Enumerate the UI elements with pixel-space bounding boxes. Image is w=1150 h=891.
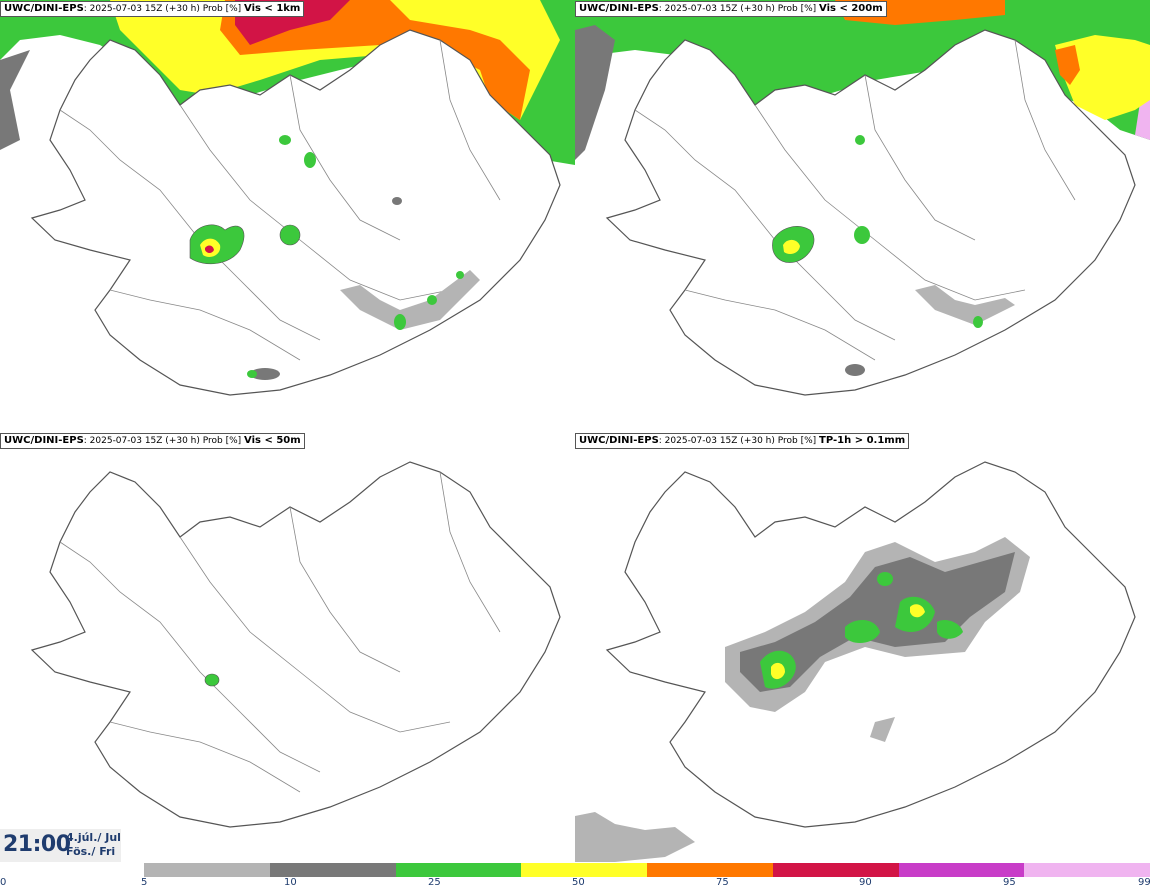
- map-panel-vis-200m: UWC/DINI-EPS: 2025-07-03 15Z (+30 h) Pro…: [575, 0, 1150, 432]
- colorbar-tick-label: 75: [716, 877, 729, 888]
- colorbar-tick-label: 5: [141, 877, 148, 888]
- colorbar-tick-label: 0: [0, 877, 7, 888]
- colorbar-segment: [395, 863, 522, 877]
- model-name: UWC/DINI-EPS: [4, 3, 84, 14]
- run-info: : 2025-07-03 15Z (+30 h) Prob [%]: [83, 436, 245, 446]
- valid-date-line2: Fös./ Fri: [66, 845, 116, 858]
- variable-name: Vis < 200m: [819, 3, 883, 14]
- model-name: UWC/DINI-EPS: [579, 3, 659, 14]
- colorbar-segment: [1024, 863, 1150, 877]
- variable-name: TP-1h > 0.1mm: [819, 435, 906, 446]
- colorbar-segment: [647, 863, 773, 877]
- map-tp-1h: [575, 461, 1136, 862]
- variable-name: Vis < 1km: [244, 3, 301, 14]
- colorbar-segment: [269, 863, 396, 877]
- map-panel-vis-1km: UWC/DINI-EPS: 2025-07-03 15Z (+30 h) Pro…: [0, 0, 575, 432]
- colorbar-segment: [144, 863, 270, 877]
- panel-title: UWC/DINI-EPS: 2025-07-03 15Z (+30 h) Pro…: [0, 1, 305, 17]
- colorbar-segment: [772, 863, 899, 877]
- valid-time: 21:00: [3, 832, 71, 857]
- valid-date: 4.júl./ Jul Fös./ Fri: [66, 831, 121, 859]
- colorbar-tick-label: 95: [1003, 877, 1016, 888]
- panel-title: UWC/DINI-EPS: 2025-07-03 15Z (+30 h) Pro…: [575, 433, 910, 449]
- model-name: UWC/DINI-EPS: [4, 435, 84, 446]
- colorbar-tick-label: 99: [1138, 877, 1150, 888]
- map-vis-50m: [30, 461, 561, 828]
- map-vis-1km: [0, 0, 575, 396]
- probability-colorbar: [144, 863, 1150, 877]
- colorbar-segment: [521, 863, 647, 877]
- variable-name: Vis < 50m: [244, 435, 301, 446]
- map-panel-vis-50m: UWC/DINI-EPS: 2025-07-03 15Z (+30 h) Pro…: [0, 432, 575, 864]
- panel-title: UWC/DINI-EPS: 2025-07-03 15Z (+30 h) Pro…: [0, 433, 305, 449]
- run-info: : 2025-07-03 15Z (+30 h) Prob [%]: [658, 4, 820, 14]
- colorbar-segment: [898, 863, 1025, 877]
- run-info: : 2025-07-03 15Z (+30 h) Prob [%]: [658, 436, 820, 446]
- colorbar-tick-label: 25: [428, 877, 441, 888]
- map-panel-tp-1h: UWC/DINI-EPS: 2025-07-03 15Z (+30 h) Pro…: [575, 432, 1150, 864]
- valid-time-box: 21:00 4.júl./ Jul Fös./ Fri: [0, 829, 121, 862]
- valid-date-line1: 4.júl./ Jul: [66, 831, 121, 844]
- colorbar-tick-label: 10: [284, 877, 297, 888]
- model-name: UWC/DINI-EPS: [579, 435, 659, 446]
- run-info: : 2025-07-03 15Z (+30 h) Prob [%]: [83, 4, 245, 14]
- panel-title: UWC/DINI-EPS: 2025-07-03 15Z (+30 h) Pro…: [575, 1, 887, 17]
- colorbar-tick-label: 50: [572, 877, 585, 888]
- colorbar-tick-label: 90: [859, 877, 872, 888]
- map-vis-200m: [575, 0, 1150, 396]
